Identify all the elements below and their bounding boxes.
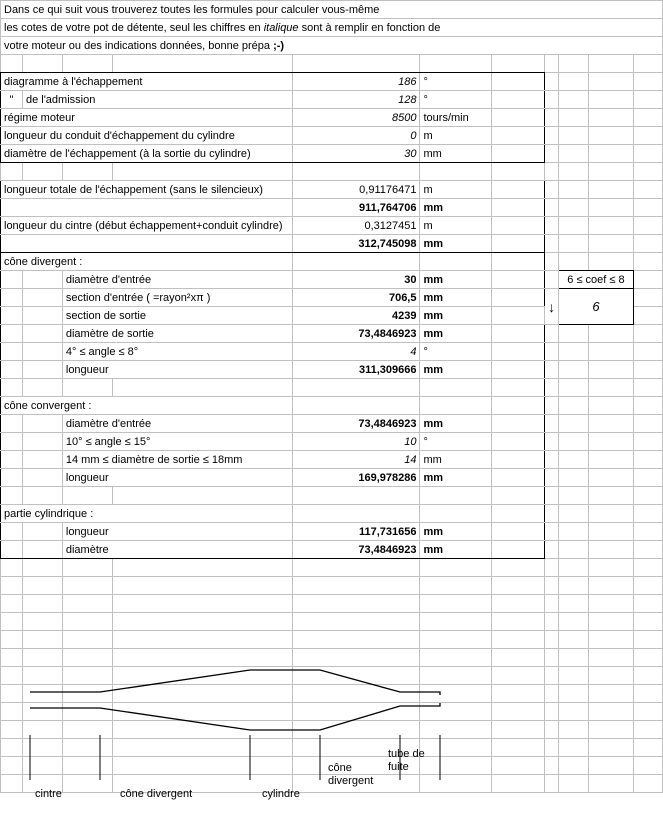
div-de-val: 30 <box>292 271 420 289</box>
conv-long-unit: mm <box>420 469 491 487</box>
div-ss-label: section de sortie <box>62 307 292 325</box>
conv-ang-unit: ° <box>420 433 491 451</box>
diag-adm-quote: " <box>1 91 23 109</box>
diagram-label-cone-div: cône divergent <box>120 788 192 800</box>
div-ds-val: 73,4846923 <box>292 325 420 343</box>
long-tot-m-unit: m <box>420 181 491 199</box>
arrow-down-icon: ↓ <box>545 289 559 325</box>
cyl-diam-label: diamètre <box>62 541 292 559</box>
conv-long-val: 169,978286 <box>292 469 420 487</box>
intro-line3: votre moteur ou des indications données,… <box>1 37 663 55</box>
diag-echap-label: diagramme à l'échappement <box>1 73 293 91</box>
cyl-long-label: longueur <box>62 523 292 541</box>
cylinder-title: partie cylindrique : <box>1 505 293 523</box>
conv-de-unit: mm <box>420 415 491 433</box>
coef-val[interactable]: 6 <box>559 289 634 325</box>
coef-label: 6 ≤ coef ≤ 8 <box>559 271 634 289</box>
cyl-diam-unit: mm <box>420 541 491 559</box>
conv-ds-label: 14 mm ≤ diamètre de sortie ≤ 18mm <box>62 451 292 469</box>
long-conduit-unit: m <box>420 127 491 145</box>
diagram-label-cylindre: cylindre <box>262 788 300 800</box>
div-long-label: longueur <box>62 361 292 379</box>
long-cintre-mm: 312,745098 <box>292 235 420 253</box>
div-ds-label: diamètre de sortie <box>62 325 292 343</box>
diag-echap-unit: ° <box>420 73 491 91</box>
conv-de-label: diamètre d'entrée <box>62 415 292 433</box>
intro-line1: Dans ce qui suit vous trouverez toutes l… <box>1 1 663 19</box>
diag-echap-val[interactable]: 186 <box>292 73 420 91</box>
diagram-label-cintre: cintre <box>35 788 62 800</box>
intro-line2: les cotes de votre pot de détente, seul … <box>1 19 663 37</box>
diagram-label-cone-div2b: divergent <box>328 775 373 787</box>
div-se-label: section d'entrée ( =rayon²xπ ) <box>62 289 292 307</box>
long-conduit-val[interactable]: 0 <box>292 127 420 145</box>
diagram-label-tube-b: fuite <box>388 761 409 773</box>
div-ang-label: 4° ≤ angle ≤ 8° <box>62 343 292 361</box>
div-long-val: 311,309666 <box>292 361 420 379</box>
long-cintre-m-unit: m <box>420 217 491 235</box>
regime-val[interactable]: 8500 <box>292 109 420 127</box>
conv-ds-val[interactable]: 14 <box>292 451 420 469</box>
long-cintre-m: 0,3127451 <box>292 217 420 235</box>
div-ss-val: 4239 <box>292 307 420 325</box>
div-de-unit: mm <box>420 271 491 289</box>
long-tot-label: longueur totale de l'échappement (sans l… <box>1 181 293 199</box>
convergent-title: cône convergent : <box>1 397 293 415</box>
div-ss-unit: mm <box>420 307 491 325</box>
diag-adm-unit: ° <box>420 91 491 109</box>
div-ang-unit: ° <box>420 343 491 361</box>
cyl-long-val: 117,731656 <box>292 523 420 541</box>
diagram-label-tube-a: tube de <box>388 748 425 760</box>
conv-ds-unit: mm <box>420 451 491 469</box>
div-ang-val[interactable]: 4 <box>292 343 420 361</box>
diam-echap-label: diamètre de l'échappement (à la sortie d… <box>1 145 293 163</box>
diam-echap-unit: mm <box>420 145 491 163</box>
conv-de-val: 73,4846923 <box>292 415 420 433</box>
long-conduit-label: longueur du conduit d'échappement du cyl… <box>1 127 293 145</box>
exhaust-diagram: cintre cône divergent cylindre cône dive… <box>0 650 663 830</box>
conv-ang-val[interactable]: 10 <box>292 433 420 451</box>
div-se-unit: mm <box>420 289 491 307</box>
diag-adm-label: de l'admission <box>22 91 292 109</box>
cyl-long-unit: mm <box>420 523 491 541</box>
diagram-label-cone-div2a: cône <box>328 762 352 774</box>
div-se-val: 706,5 <box>292 289 420 307</box>
cyl-diam-val: 73,4846923 <box>292 541 420 559</box>
long-cintre-label: longueur du cintre (début échappement+co… <box>1 217 293 235</box>
long-cintre-mm-unit: mm <box>420 235 491 253</box>
long-tot-m: 0,91176471 <box>292 181 420 199</box>
diag-adm-val[interactable]: 128 <box>292 91 420 109</box>
long-tot-mm-unit: mm <box>420 199 491 217</box>
regime-unit: tours/min <box>420 109 491 127</box>
conv-ang-label: 10° ≤ angle ≤ 15° <box>62 433 292 451</box>
conv-long-label: longueur <box>62 469 292 487</box>
regime-label: régime moteur <box>1 109 293 127</box>
long-tot-mm: 911,764706 <box>292 199 420 217</box>
divergent-title: cône divergent : <box>1 253 293 271</box>
diam-echap-val[interactable]: 30 <box>292 145 420 163</box>
div-ds-unit: mm <box>420 325 491 343</box>
div-de-label: diamètre d'entrée <box>62 271 292 289</box>
div-long-unit: mm <box>420 361 491 379</box>
